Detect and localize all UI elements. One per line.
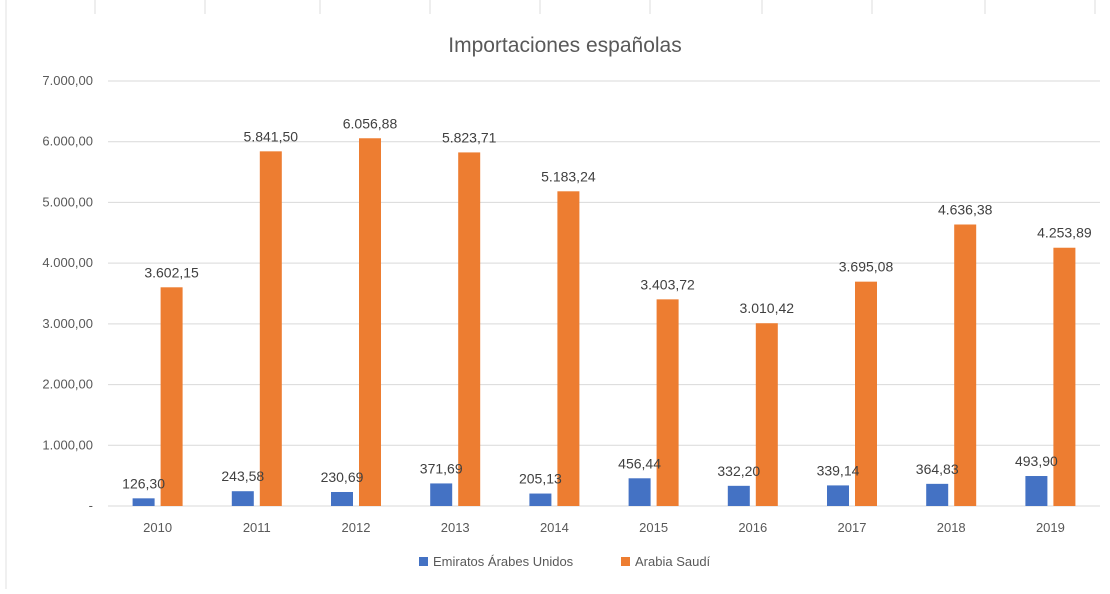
bar-emiratos	[926, 483, 949, 506]
data-label-arabia-saudi: 3.602,15	[144, 264, 199, 280]
bar-arabia-saudi	[1053, 247, 1076, 507]
legend-swatch-emiratos	[419, 557, 428, 566]
data-label-emiratos: 205,13	[519, 471, 562, 487]
data-label-arabia-saudi: 3.403,72	[640, 276, 695, 292]
bar-emiratos	[231, 491, 254, 506]
bar-arabia-saudi	[359, 138, 381, 506]
data-label-arabia-saudi: 4.253,89	[1037, 225, 1092, 241]
bar-emiratos	[132, 498, 155, 506]
bar-emiratos	[331, 491, 353, 506]
bar-emiratos	[628, 478, 651, 506]
bar-emiratos	[529, 493, 552, 506]
x-tick-label: 2010	[143, 520, 172, 535]
data-label-arabia-saudi: 5.823,71	[442, 129, 497, 145]
bar-emiratos	[430, 483, 453, 506]
bar-arabia-saudi	[160, 287, 183, 506]
bar-arabia-saudi	[855, 281, 877, 506]
y-tick-label: -	[89, 498, 93, 513]
x-tick-label: 2014	[540, 520, 569, 535]
data-label-arabia-saudi: 4.636,38	[938, 202, 993, 218]
x-tick-label: 2019	[1036, 520, 1065, 535]
data-label-emiratos: 332,20	[717, 463, 760, 479]
x-tick-label: 2013	[441, 520, 470, 535]
x-tick-label: 2017	[838, 520, 867, 535]
data-label-emiratos: 339,14	[817, 462, 860, 478]
x-tick-label: 2016	[738, 520, 767, 535]
data-label-emiratos: 364,83	[916, 461, 959, 477]
data-label-emiratos: 371,69	[420, 460, 463, 476]
data-labels: 126,30 3.602,15 243,58 5.841,50 230,69 6.056,…	[122, 115, 1092, 491]
legend-label-emiratos: Emiratos Árabes Unidos	[433, 554, 574, 569]
x-tick-label: 2018	[937, 520, 966, 535]
bar-arabia-saudi	[557, 191, 580, 506]
bars	[132, 138, 1076, 507]
legend-swatch-arabia-saudi	[621, 557, 630, 566]
data-label-arabia-saudi: 5.183,24	[541, 168, 596, 184]
data-label-arabia-saudi: 5.841,50	[244, 128, 299, 144]
bar-emiratos	[1025, 476, 1048, 506]
y-tick-label: 5.000,00	[42, 194, 93, 209]
y-tick-label: 3.000,00	[42, 316, 93, 331]
bar-arabia-saudi	[656, 299, 679, 506]
bar-arabia-saudi	[954, 224, 977, 506]
data-label-arabia-saudi: 3.010,42	[740, 300, 795, 316]
legend-label-arabia-saudi: Arabia Saudí	[635, 554, 711, 569]
x-tick-label: 2012	[342, 520, 371, 535]
spreadsheet-grid	[5, 0, 1096, 589]
legend: Emiratos Árabes Unidos Arabia Saudí	[419, 554, 711, 569]
bar-emiratos	[827, 485, 849, 506]
data-label-emiratos: 456,44	[618, 455, 661, 471]
chart-title: Importaciones españolas	[448, 34, 681, 57]
y-tick-label: 1.000,00	[42, 437, 93, 452]
data-label-emiratos: 126,30	[122, 475, 165, 491]
x-axis-ticks: 2010 2011 2012 2013 2014 2015 2016 2017 2018 2019	[143, 520, 1065, 535]
bar-emiratos	[727, 485, 750, 506]
y-tick-label: 6.000,00	[42, 134, 93, 149]
bar-arabia-saudi	[755, 323, 778, 506]
y-tick-label: 2.000,00	[42, 377, 93, 392]
data-label-arabia-saudi: 3.695,08	[839, 259, 894, 275]
data-label-emiratos: 230,69	[321, 469, 364, 485]
x-tick-label: 2011	[243, 520, 271, 535]
x-tick-label: 2015	[639, 520, 668, 535]
data-label-arabia-saudi: 6.056,88	[343, 115, 398, 131]
gridlines	[108, 80, 1100, 507]
bar-arabia-saudi	[458, 152, 481, 506]
data-label-emiratos: 243,58	[221, 468, 264, 484]
y-tick-label: 7.000,00	[42, 73, 93, 88]
y-axis-ticks: - 1.000,00 2.000,00 3.000,00 4.000,00 5.000,0…	[42, 73, 93, 513]
data-label-emiratos: 493,90	[1015, 453, 1058, 469]
y-tick-label: 4.000,00	[42, 255, 93, 270]
bar-arabia-saudi	[259, 151, 282, 506]
